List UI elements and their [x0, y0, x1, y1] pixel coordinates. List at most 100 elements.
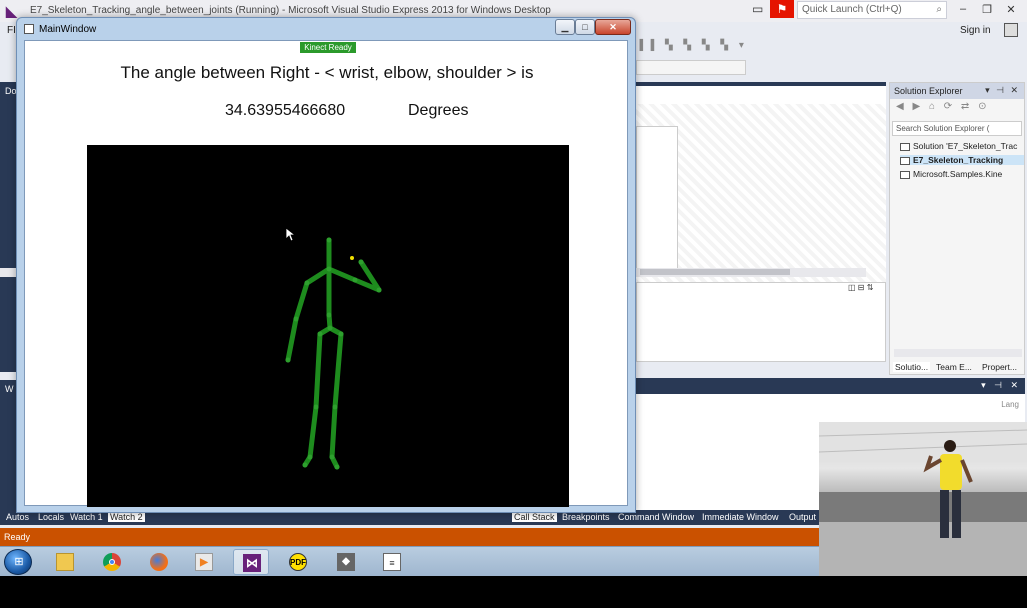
minimize-button[interactable]: ▁	[555, 19, 575, 35]
main-window-title: MainWindow	[39, 24, 97, 35]
person-shirt	[940, 454, 962, 490]
taskbar-visual-studio[interactable]: ⋈	[233, 549, 269, 575]
tab-output[interactable]: Output	[789, 512, 817, 522]
floor	[819, 522, 1027, 576]
skeleton-bone-kneeL-ankleL	[307, 404, 319, 460]
close-icon[interactable]: ✕	[1006, 4, 1016, 16]
menu-file[interactable]: FI	[7, 25, 16, 36]
tab-watch-2[interactable]: Watch 2	[108, 512, 145, 522]
account-icon[interactable]	[1004, 23, 1018, 37]
skeleton-tracked-hand-point	[350, 256, 354, 260]
skeleton-joint-footR	[334, 464, 340, 470]
webcam-scene	[819, 422, 1027, 576]
editor-panel	[636, 82, 886, 284]
solution-node-label: Solution 'E7_Skeleton_Trac	[913, 141, 1018, 151]
project-node-label: E7_Skeleton_Tracking	[913, 155, 1004, 165]
restore-icon[interactable]: ❐	[982, 4, 992, 16]
quick-launch-input[interactable]: Quick Launch (Ctrl+Q) ⌕	[797, 1, 947, 19]
skeleton-bone-kneeR-ankleR	[329, 404, 338, 460]
skeleton-joint-spine	[326, 312, 332, 318]
csharp-project-icon	[900, 170, 910, 179]
skeleton-joint-elbowL	[293, 316, 299, 322]
configuration-dropdown[interactable]	[636, 60, 746, 75]
taskbar-firefox[interactable]	[141, 549, 177, 575]
main-window-title-bar[interactable]: MainWindow ▁ □ ✕	[17, 18, 635, 40]
tab-immediate-window[interactable]: Immediate Window	[702, 512, 779, 522]
skeleton-bone-elbowL-handL	[285, 316, 299, 363]
watch-panel-tab[interactable]	[0, 380, 18, 510]
solution-explorer-header: Solution Explorer ▾ ⊣ ✕	[890, 83, 1024, 99]
solution-explorer-scrollbar[interactable]	[894, 349, 1022, 357]
taskbar-notepad[interactable]: ≡	[374, 549, 410, 575]
bottom-tool-tabs: Autos Locals Watch 1 Watch 2 Call Stack …	[0, 510, 1027, 525]
solution-node[interactable]: Solution 'E7_Skeleton_Trac	[900, 141, 1024, 151]
start-button[interactable]: ⊞	[4, 549, 32, 575]
skeleton-bone-elbowR-wristR	[358, 259, 382, 293]
pin-close-icons[interactable]: ▾ ⊣ ✕	[981, 380, 1021, 390]
person-raised-arm	[923, 455, 942, 473]
tab-watch-1[interactable]: Watch 1	[70, 512, 103, 522]
taskbar-media-player[interactable]: ▶	[186, 549, 222, 575]
csharp-project-icon	[900, 156, 910, 165]
output-panel-header: ▾ ⊣ ✕	[636, 378, 1025, 394]
visual-studio-logo-icon: ◣	[6, 3, 17, 19]
tab-call-stack[interactable]: Call Stack	[512, 512, 557, 522]
pdf-icon: PDF	[289, 553, 307, 571]
ceiling-beam	[819, 443, 1027, 453]
windows-logo-icon: ⊞	[14, 556, 24, 568]
main-window: MainWindow ▁ □ ✕ Kinect Ready The angle …	[16, 17, 636, 513]
search-icon: ⌕	[936, 4, 942, 15]
pin-close-icons[interactable]: ▾ ⊣ ✕	[985, 85, 1020, 95]
window-icon	[24, 24, 34, 34]
tab-properties[interactable]: Propert...	[982, 362, 1017, 372]
angle-unit-label: Degrees	[408, 102, 469, 119]
angle-description-label: The angle between Right - < wrist, elbow…	[120, 63, 534, 82]
mouse-cursor-icon	[286, 228, 296, 242]
close-button[interactable]: ✕	[595, 19, 631, 35]
minimize-icon[interactable]: –	[959, 3, 967, 15]
tab-solution-explorer[interactable]: Solutio...	[893, 362, 931, 372]
skeleton-bone-neck-shoulderL	[304, 266, 332, 286]
editor-scrollbar-thumb[interactable]	[640, 269, 790, 275]
main-window-client: Kinect Ready The angle between Right - <…	[24, 40, 628, 507]
tool-icon: ◆	[337, 553, 355, 571]
notification-icon[interactable]: ▭	[752, 2, 764, 16]
tab-command-window[interactable]: Command Window	[618, 512, 695, 522]
sign-in-link[interactable]: Sign in	[960, 25, 991, 36]
solution-search-input[interactable]: Search Solution Explorer (	[892, 121, 1022, 136]
skeleton-joint-hipR	[338, 331, 344, 337]
samples-node-label: Microsoft.Samples.Kine	[913, 169, 1003, 179]
skeleton-joint-wristR	[358, 259, 364, 265]
skeleton-joint-hipL	[317, 331, 323, 337]
tab-locals[interactable]: Locals	[38, 512, 65, 522]
taskbar-pdf-reader[interactable]: PDF	[280, 549, 316, 575]
tab-autos[interactable]: Autos	[6, 512, 30, 522]
debug-toolbar: ▐▐ ▚ ▚ ▚ ▚ ▾	[636, 40, 748, 51]
vs-window-title: E7_Skeleton_Tracking_angle_between_joint…	[30, 5, 551, 16]
samples-project-node[interactable]: Microsoft.Samples.Kine	[900, 169, 1024, 179]
document-outline-tab-label: Do	[5, 86, 17, 96]
skeleton-joint-shoulderL	[304, 280, 310, 286]
solution-icon	[900, 142, 910, 151]
status-bar: Ready	[0, 528, 1027, 546]
tab-team-explorer[interactable]: Team E...	[936, 362, 972, 372]
solution-explorer: Solution Explorer ▾ ⊣ ✕ ◀ ▶ ⌂ ⟳ ⇄ ⊙ Sear…	[889, 82, 1025, 375]
solution-explorer-toolbar[interactable]: ◀ ▶ ⌂ ⟳ ⇄ ⊙	[896, 101, 990, 112]
split-view-icons[interactable]: ◫ ⊟ ⇅	[848, 283, 874, 292]
maximize-button[interactable]: □	[575, 19, 595, 35]
person-head	[944, 440, 956, 452]
firefox-icon	[150, 553, 168, 571]
tab-breakpoints[interactable]: Breakpoints	[562, 512, 610, 522]
feedback-flag-icon[interactable]: ⚑	[770, 0, 794, 18]
taskbar-chrome[interactable]	[94, 549, 130, 575]
person-leg	[940, 490, 949, 538]
folder-icon	[56, 553, 74, 571]
document-outline-tab[interactable]	[0, 82, 18, 372]
taskbar-tool[interactable]: ◆	[328, 549, 364, 575]
xaml-panel	[636, 282, 886, 362]
skeleton-bone-hipL-kneeL	[313, 331, 323, 410]
taskbar-explorer[interactable]	[47, 549, 83, 575]
skeleton-joint-ankleL	[307, 454, 313, 460]
project-node[interactable]: E7_Skeleton_Tracking	[900, 155, 1024, 165]
skeleton-bone-neck-shoulderR	[326, 266, 358, 283]
